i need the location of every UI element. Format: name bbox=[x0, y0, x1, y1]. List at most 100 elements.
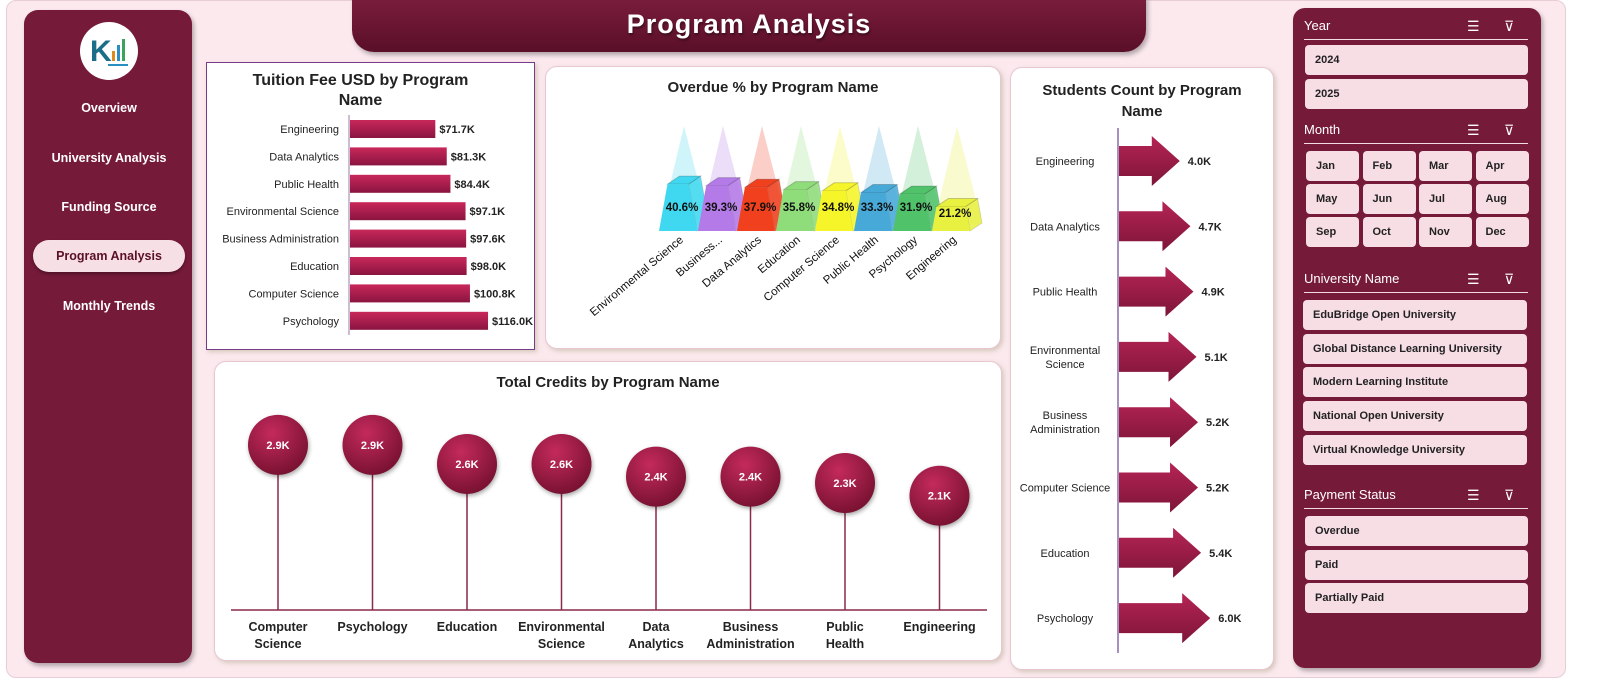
page-title: Program Analysis bbox=[352, 0, 1146, 52]
university-option[interactable]: National Open University bbox=[1303, 401, 1527, 432]
pyramid-top bbox=[704, 177, 742, 187]
nav-program-analysis[interactable]: Program Analysis bbox=[33, 240, 185, 272]
category-label-line: Science bbox=[1045, 359, 1084, 371]
slicer-header-year: Year ☰ ⊽ bbox=[1304, 18, 1528, 40]
logo: K bbox=[80, 22, 138, 80]
slicer-title: University Name bbox=[1304, 271, 1400, 286]
data-label: 6.0K bbox=[1218, 613, 1241, 625]
month-option-sep[interactable]: Sep bbox=[1306, 217, 1359, 247]
category-label: Environmental Science bbox=[588, 234, 686, 319]
university-option[interactable]: Virtual Knowledge University bbox=[1303, 434, 1527, 465]
category-label-line: Psychology bbox=[337, 620, 407, 634]
category-label: Public Health bbox=[1033, 287, 1098, 299]
nav-funding-source[interactable]: Funding Source bbox=[61, 200, 157, 214]
data-label: 5.2K bbox=[1206, 417, 1229, 429]
category-label: Computer Science bbox=[1020, 483, 1111, 495]
multi-select-icon[interactable]: ☰ bbox=[1467, 18, 1480, 34]
bar bbox=[350, 257, 467, 275]
clear-filter-icon[interactable]: ⊽ bbox=[1504, 122, 1515, 138]
category-label: Business Administration bbox=[222, 234, 339, 246]
month-option-may[interactable]: May bbox=[1306, 184, 1359, 214]
data-label: $81.3K bbox=[451, 151, 487, 163]
data-label: 4.9K bbox=[1201, 287, 1224, 299]
nav-monthly-trends[interactable]: Monthly Trends bbox=[62, 299, 156, 313]
month-option-jan[interactable]: Jan bbox=[1306, 151, 1359, 181]
category-label: Psychology bbox=[1037, 613, 1094, 625]
year-option-2025[interactable]: 2025 bbox=[1305, 79, 1528, 109]
category-label-line: Administration bbox=[706, 637, 794, 651]
slicer-title: Payment Status bbox=[1304, 487, 1396, 502]
month-option-jun[interactable]: Jun bbox=[1362, 184, 1416, 214]
month-option-aug[interactable]: Aug bbox=[1475, 184, 1529, 214]
university-option[interactable]: Global Distance Learning University bbox=[1303, 333, 1527, 364]
data-label: 21.2% bbox=[939, 208, 972, 220]
pyramid-top bbox=[665, 175, 703, 185]
data-label: $84.4K bbox=[454, 179, 490, 191]
data-label: $98.0K bbox=[471, 261, 507, 273]
data-label: $116.0K bbox=[492, 316, 533, 328]
bar bbox=[350, 120, 436, 138]
arrow-bar bbox=[1119, 136, 1180, 186]
slicer-title: Month bbox=[1304, 122, 1341, 137]
category-label-line: Health bbox=[826, 637, 864, 651]
month-option-feb[interactable]: Feb bbox=[1362, 151, 1416, 181]
payment-option-paid[interactable]: Paid bbox=[1305, 549, 1528, 580]
month-option-apr[interactable]: Apr bbox=[1475, 151, 1529, 181]
clear-filter-icon[interactable]: ⊽ bbox=[1504, 18, 1515, 34]
month-option-jul[interactable]: Jul bbox=[1419, 184, 1472, 214]
bar bbox=[350, 174, 451, 193]
lollipop-head bbox=[909, 465, 970, 526]
month-option-oct[interactable]: Oct bbox=[1362, 217, 1416, 247]
lollipop-head bbox=[815, 453, 875, 513]
category-label: Computer Science bbox=[248, 620, 307, 651]
pyramid-bar bbox=[893, 194, 931, 231]
pyramid-bar bbox=[815, 190, 853, 231]
payment-option-overdue[interactable]: Overdue bbox=[1305, 516, 1528, 546]
nav-university-analysis[interactable]: University Analysis bbox=[51, 151, 167, 165]
lollipop-head bbox=[248, 414, 308, 475]
university-option[interactable]: Modern Learning Institute bbox=[1303, 367, 1527, 398]
data-label: 4.7K bbox=[1198, 221, 1221, 233]
nav-overview[interactable]: Overview bbox=[81, 101, 137, 115]
data-label: 2.6K bbox=[550, 459, 573, 471]
month-option-nov[interactable]: Nov bbox=[1419, 217, 1472, 247]
category-label: Data Analytics bbox=[1030, 221, 1100, 233]
logo-icon: K bbox=[90, 35, 128, 68]
data-label: 31.9% bbox=[900, 202, 933, 214]
bar bbox=[350, 229, 467, 248]
data-label: $97.1K bbox=[470, 206, 506, 218]
payment-option-partially-paid[interactable]: Partially Paid bbox=[1305, 583, 1528, 614]
data-label: 2.4K bbox=[739, 472, 762, 484]
filter-panel: Year ☰ ⊽ 2024 2025 Month ☰ ⊽ Jan Feb Mar Apr May Jun J… bbox=[1293, 8, 1541, 668]
category-label: Education bbox=[1041, 548, 1090, 560]
category-label-line: Science bbox=[254, 637, 301, 651]
category-label: Engineering bbox=[1036, 156, 1095, 168]
data-label: 40.6% bbox=[666, 202, 699, 214]
month-option-dec[interactable]: Dec bbox=[1475, 217, 1529, 247]
multi-select-icon[interactable]: ☰ bbox=[1467, 487, 1480, 503]
lollipop-head bbox=[531, 433, 592, 494]
category-label-line: Computer bbox=[248, 620, 307, 634]
month-option-mar[interactable]: Mar bbox=[1419, 151, 1472, 181]
clear-filter-icon[interactable]: ⊽ bbox=[1504, 487, 1515, 503]
category-label: Public Health bbox=[826, 620, 864, 651]
clear-filter-icon[interactable]: ⊽ bbox=[1504, 271, 1515, 287]
category-label-line: Administration bbox=[1030, 424, 1100, 436]
multi-select-icon[interactable]: ☰ bbox=[1467, 271, 1480, 287]
category-label: Psychology bbox=[337, 620, 407, 634]
category-label-line: Psychology bbox=[1037, 613, 1094, 625]
bar bbox=[350, 147, 447, 166]
category-label: Data Analytics bbox=[628, 620, 684, 651]
year-option-2024[interactable]: 2024 bbox=[1305, 45, 1528, 75]
data-label: $71.7K bbox=[439, 124, 475, 136]
data-label: $100.8K bbox=[474, 288, 516, 300]
category-label-line: Engineering bbox=[903, 620, 975, 634]
data-label: 2.4K bbox=[644, 472, 667, 484]
arrow-bar bbox=[1119, 397, 1199, 448]
category-label-line: Business bbox=[1043, 410, 1088, 422]
category-label-line: Public bbox=[826, 620, 864, 634]
category-label: Education bbox=[437, 620, 497, 634]
total-credits-chart-card: Total Credits by Program Name 2.9K Comput… bbox=[214, 361, 1002, 661]
university-option[interactable]: EduBridge Open University bbox=[1303, 300, 1527, 330]
multi-select-icon[interactable]: ☰ bbox=[1467, 122, 1480, 138]
